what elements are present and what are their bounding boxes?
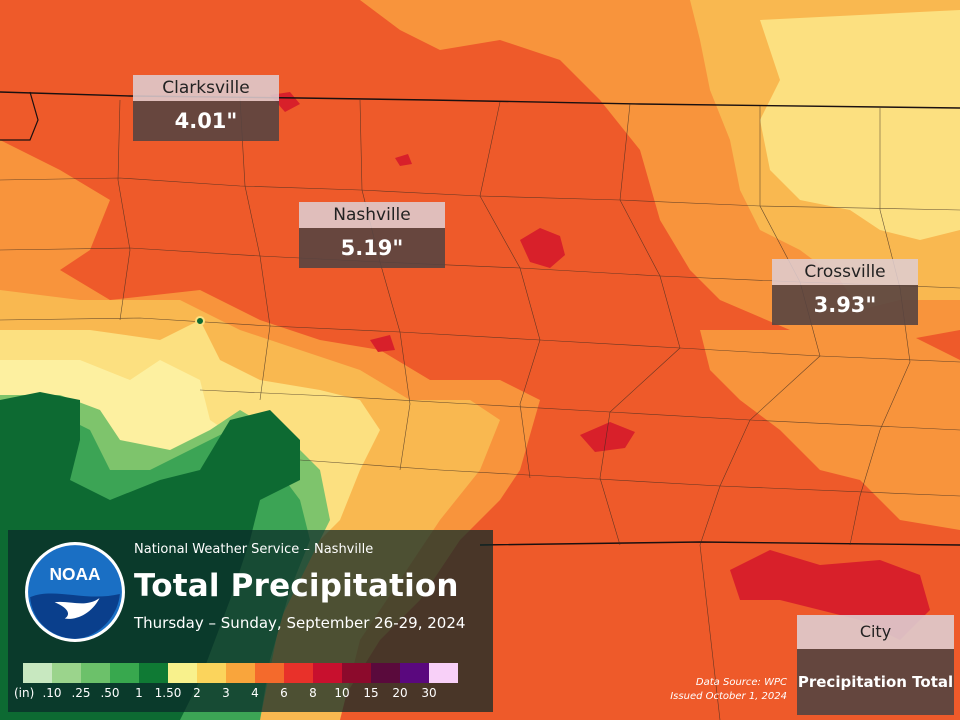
- legend-color-bar: [23, 663, 458, 683]
- title-panel: NOAA National Weather Service – Nashvill…: [8, 530, 493, 712]
- legend-swatch: [110, 663, 139, 683]
- legend-swatch: [197, 663, 226, 683]
- legend-label: 15: [363, 686, 379, 700]
- key-city-label: City: [797, 615, 954, 649]
- map-red-patch-1: [520, 228, 565, 268]
- state-border-west: [0, 91, 39, 141]
- key-total-label: Precipitation Total: [797, 649, 954, 715]
- map-title: Total Precipitation: [134, 568, 459, 604]
- city-label-clarksville: Clarksville 4.01": [133, 75, 279, 141]
- attribution: Data Source: WPC Issued October 1, 2024: [670, 676, 787, 704]
- legend-label: 20: [392, 686, 408, 700]
- legend-swatch: [371, 663, 400, 683]
- legend-swatch: [23, 663, 52, 683]
- legend-label: 2: [193, 686, 201, 700]
- office-name: National Weather Service – Nashville: [134, 542, 374, 557]
- legend-label: .50: [100, 686, 120, 700]
- legend-swatch: [313, 663, 342, 683]
- city-name: Clarksville: [133, 75, 279, 101]
- map-red-patch-6: [370, 335, 395, 352]
- svg-text:NOAA: NOAA: [49, 564, 101, 584]
- city-precip-value: 4.01": [133, 101, 279, 141]
- map-red-patch-5: [395, 154, 412, 166]
- city-name: Nashville: [299, 202, 445, 228]
- legend-swatch: [81, 663, 110, 683]
- state-border-south: [479, 541, 960, 546]
- legend-label: 4: [251, 686, 259, 700]
- legend-swatch: [139, 663, 168, 683]
- city-label-nashville: Nashville 5.19": [299, 202, 445, 268]
- legend-label: 10: [334, 686, 350, 700]
- city-label-crossville: Crossville 3.93": [772, 259, 918, 325]
- issued-date: Issued October 1, 2024: [670, 691, 787, 702]
- legend-label: 1.50: [154, 686, 182, 700]
- map-yellow-east: [760, 10, 960, 240]
- state-border-north: [0, 91, 960, 109]
- map-orange-southeast: [700, 320, 960, 530]
- legend-swatch: [52, 663, 81, 683]
- nashville-urban-spot: [195, 316, 205, 326]
- map-red-patch-2: [580, 422, 635, 452]
- legend-swatch: [284, 663, 313, 683]
- city-precip-value: 5.19": [299, 228, 445, 268]
- city-name: Crossville: [772, 259, 918, 285]
- legend-label: 1: [135, 686, 143, 700]
- legend-swatch: [168, 663, 197, 683]
- legend-swatch: [400, 663, 429, 683]
- legend-unit: (in): [14, 686, 35, 700]
- noaa-logo: NOAA: [25, 542, 125, 642]
- city-precip-value: 3.93": [772, 285, 918, 325]
- legend-label: .10: [42, 686, 62, 700]
- label-key: City Precipitation Total: [797, 615, 954, 715]
- legend-swatch: [255, 663, 284, 683]
- legend-swatch: [429, 663, 458, 683]
- legend-label: 8: [309, 686, 317, 700]
- data-source: Data Source: WPC: [695, 677, 787, 688]
- date-range: Thursday – Sunday, September 26-29, 2024: [134, 614, 466, 632]
- legend-swatch: [226, 663, 255, 683]
- legend-label: 6: [280, 686, 288, 700]
- legend-label: 3: [222, 686, 230, 700]
- legend-label: .25: [71, 686, 91, 700]
- legend-swatch: [342, 663, 371, 683]
- legend-label: 30: [421, 686, 437, 700]
